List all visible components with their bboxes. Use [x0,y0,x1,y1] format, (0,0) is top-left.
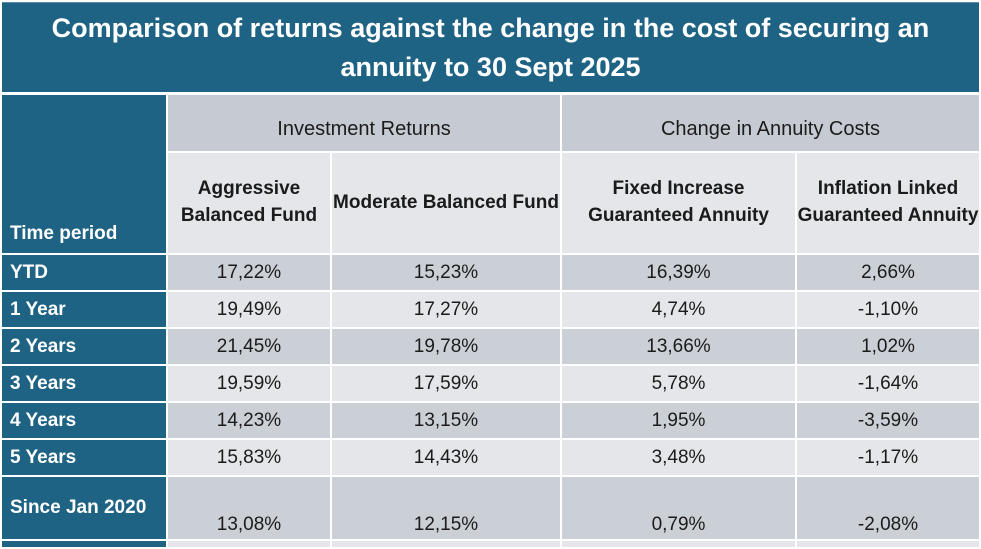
row-header-5-years: 5 Years [2,440,166,475]
row-header-1-year: 1 Year [2,292,166,327]
value-since-jan-2020-fixed-increase: 0,79% [562,477,795,539]
value-ytd-inflation-linked: 2,66% [797,255,979,290]
row-header-4-years: 4 Years [2,403,166,438]
clipped-row-cell [562,541,795,547]
column-header-aggressive-balanced-fund: Aggressive Balanced Fund [168,153,330,253]
column-header-inflation-linked-annuity: Inflation Linked Guaranteed Annuity [797,153,979,253]
row-header-3-years: 3 Years [2,366,166,401]
column-header-fixed-increase-annuity: Fixed Increase Guaranteed Annuity [562,153,795,253]
value-4-years-aggressive: 14,23% [168,403,330,438]
value-since-jan-2020-moderate: 12,15% [332,477,560,539]
value-3-years-aggressive: 19,59% [168,366,330,401]
value-since-jan-2020-aggressive: 13,08% [168,477,330,539]
value-1-year-fixed-increase: 4,74% [562,292,795,327]
row-header-ytd: YTD [2,255,166,290]
value-1-year-aggressive: 19,49% [168,292,330,327]
clipped-row-header [2,541,166,547]
column-header-moderate-balanced-fund: Moderate Balanced Fund [332,153,560,253]
value-2-years-fixed-increase: 13,66% [562,329,795,364]
value-2-years-aggressive: 21,45% [168,329,330,364]
value-1-year-moderate: 17,27% [332,292,560,327]
value-ytd-aggressive: 17,22% [168,255,330,290]
value-3-years-inflation-linked: -1,64% [797,366,979,401]
value-ytd-fixed-increase: 16,39% [562,255,795,290]
clipped-row-cell [168,541,330,547]
value-ytd-moderate: 15,23% [332,255,560,290]
value-2-years-inflation-linked: 1,02% [797,329,979,364]
clipped-row-cell [332,541,560,547]
value-4-years-inflation-linked: -3,59% [797,403,979,438]
clipped-row-cell [797,541,979,547]
value-5-years-aggressive: 15,83% [168,440,330,475]
value-4-years-fixed-increase: 1,95% [562,403,795,438]
row-header-2-years: 2 Years [2,329,166,364]
value-5-years-inflation-linked: -1,17% [797,440,979,475]
page-title-text: Comparison of returns against the change… [51,13,930,82]
value-3-years-moderate: 17,59% [332,366,560,401]
time-period-label: Time period [10,223,118,244]
value-1-year-inflation-linked: -1,10% [797,292,979,327]
value-5-years-fixed-increase: 3,48% [562,440,795,475]
page-title: Comparison of returns against the change… [2,2,979,92]
value-3-years-fixed-increase: 5,78% [562,366,795,401]
corner-header-time-period: Time period [2,95,166,253]
comparison-table: Time period Investment Returns Change in… [2,95,979,547]
group-header-investment-returns: Investment Returns [168,95,560,151]
value-2-years-moderate: 19,78% [332,329,560,364]
row-header-since-jan-2020: Since Jan 2020 [2,477,166,539]
value-5-years-moderate: 14,43% [332,440,560,475]
value-4-years-moderate: 13,15% [332,403,560,438]
value-since-jan-2020-inflation-linked: -2,08% [797,477,979,539]
group-header-annuity-costs: Change in Annuity Costs [562,95,979,151]
